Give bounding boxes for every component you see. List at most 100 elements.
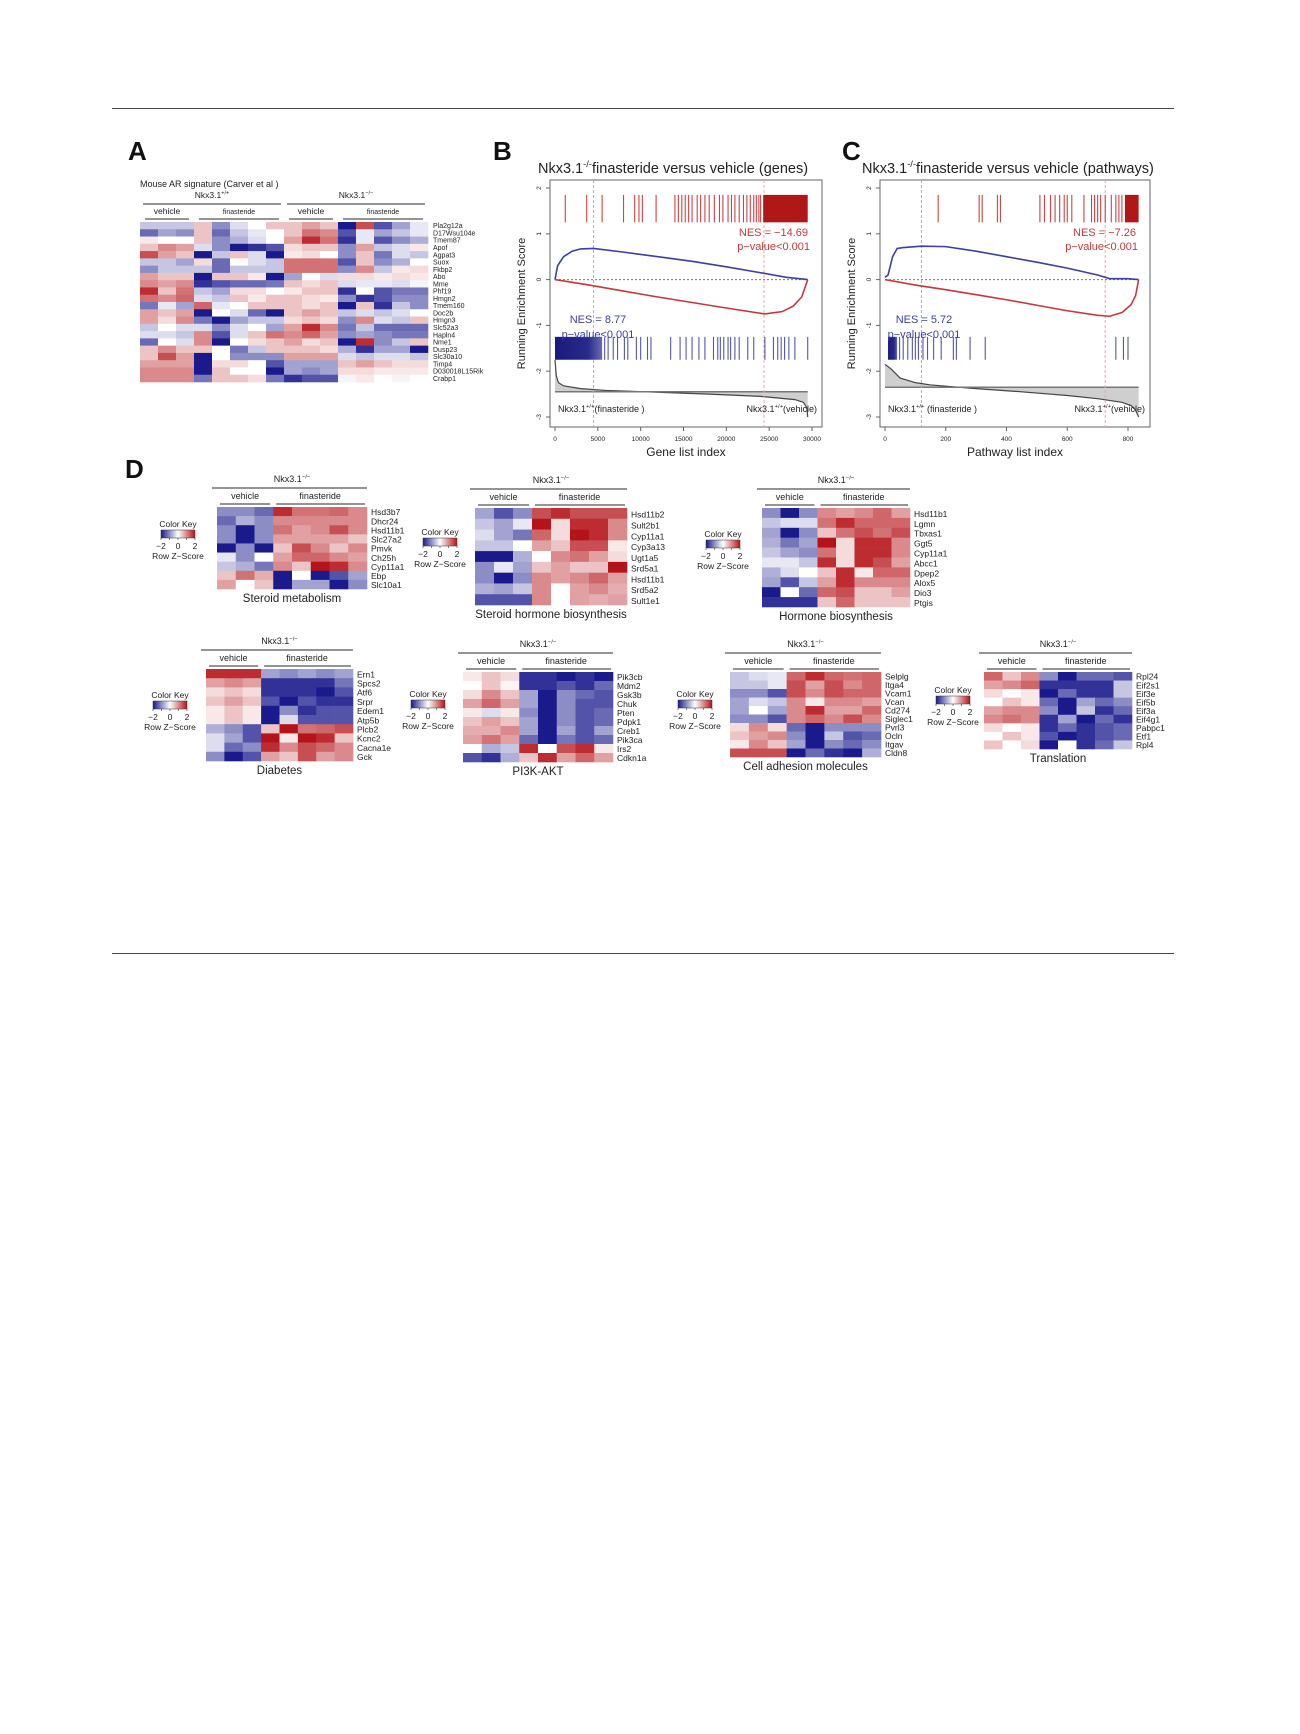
heatmap-cell (1076, 714, 1096, 724)
heatmap-cell (158, 272, 177, 281)
heatmap-cell (463, 735, 483, 745)
heatmap-cell (356, 251, 375, 259)
finasteride-label: finasteride (299, 491, 341, 501)
heatmap-cell (224, 733, 244, 743)
heatmap-cell (302, 280, 321, 288)
heatmap-title: Steroid hormone biosynthesis (475, 609, 627, 621)
heatmap-cell (194, 338, 213, 346)
heatmap-cell (556, 735, 576, 745)
treatment-label: finasteride (367, 209, 399, 216)
pvalue-red-label: p−value<0.001 (1065, 241, 1138, 253)
gene-label: Vcan (885, 697, 905, 707)
heatmap-cell (854, 508, 874, 519)
heatmap-cell (230, 360, 249, 368)
heatmap-cell (374, 280, 393, 288)
gene-label: Eif2s1 (1136, 680, 1160, 690)
heatmap-cell (786, 723, 806, 732)
heatmap-cell (254, 570, 274, 581)
heatmap-cell (762, 547, 781, 558)
heatmap-cell (513, 594, 533, 606)
gene-label: Ptgis (914, 598, 933, 608)
heatmap-cell (176, 302, 195, 310)
heatmap-cell (481, 717, 501, 727)
heatmap-cell (589, 551, 609, 563)
nes-red-label: NES = −7.26 (1073, 227, 1136, 239)
color-key-tick-label: 2 (738, 551, 743, 561)
heatmap-cell (266, 367, 285, 376)
gene-label: Itga4 (885, 680, 904, 690)
heatmap-cell (786, 714, 806, 724)
heatmap-cell (494, 529, 514, 541)
heatmap-cell (836, 547, 855, 558)
heatmap-cell (302, 323, 321, 332)
heatmap-cell (862, 731, 882, 741)
heatmap-cell (279, 678, 299, 688)
heatmap-cell (158, 258, 177, 266)
heatmap-cell (302, 360, 321, 368)
heatmap-cell (176, 374, 195, 383)
heatmap-cell (348, 507, 368, 517)
heatmap-cell (242, 751, 262, 762)
heatmap-cell (410, 287, 429, 296)
heatmap-cell (594, 708, 614, 718)
heatmap-cell (410, 309, 429, 317)
heatmap-cell (780, 577, 800, 588)
heatmap-cell (230, 272, 249, 281)
gene-label: Suox (433, 260, 449, 267)
heatmap-cell (854, 547, 874, 558)
gene-label: Pik3cb (617, 672, 643, 682)
heatmap-cell (1076, 706, 1096, 716)
heatmap-cell (862, 680, 882, 690)
heatmap-cell (176, 352, 195, 361)
heatmap-cell (320, 323, 339, 332)
heatmap-cell (1095, 672, 1114, 681)
heatmap-cell (538, 708, 558, 718)
heatmap-cell (284, 360, 303, 368)
heatmap-cell (338, 272, 357, 281)
heatmap-cell (235, 507, 255, 517)
heatmap-cell (1113, 706, 1133, 716)
color-key-tick-label: 0 (168, 712, 173, 722)
heatmap-cell (158, 280, 177, 288)
heatmap-cell (356, 280, 375, 288)
gene-label: Cyp11a1 (371, 562, 405, 572)
heatmap-cell (824, 672, 844, 681)
heatmap-cell (158, 236, 177, 245)
heatmap-cell (374, 294, 393, 303)
heatmap-cell (284, 243, 303, 252)
heatmap-cell (248, 316, 267, 325)
heatmap-cell (194, 331, 213, 339)
heatmap-cell (338, 338, 357, 346)
heatmap-cell (1039, 689, 1059, 698)
heatmap-cell (513, 572, 533, 584)
heatmap-cell (862, 748, 882, 758)
color-key-tick-label: 2 (968, 707, 973, 717)
heatmap-cell (748, 689, 769, 698)
heatmap-cell (873, 587, 892, 598)
gene-name: Nkx3.1 (747, 404, 775, 414)
genotype-superscript: +/+ (775, 404, 784, 410)
heatmap-cell (279, 696, 299, 707)
genotype-superscript: −/− (365, 191, 373, 197)
red-hit-dense-block (1124, 194, 1139, 223)
heatmap-cell (284, 229, 303, 237)
heatmap-cell (513, 561, 533, 573)
panel-label-c: C (842, 136, 861, 166)
heatmap-cell (194, 272, 213, 281)
pvalue-blue-label: p−value<0.001 (562, 329, 635, 341)
heatmap-cell (279, 733, 299, 743)
heatmap-cell (212, 243, 231, 252)
heatmap-cell (762, 557, 781, 568)
heatmap-cell (575, 672, 595, 682)
heatmap-cell (1095, 680, 1114, 690)
heatmap-cell (194, 258, 213, 266)
y-tick-label: -1 (536, 322, 543, 328)
gene-label: Itgav (885, 740, 904, 750)
heatmap-cell (292, 507, 312, 517)
plot-frame (879, 179, 1151, 428)
heatmap-cell (786, 706, 806, 715)
finasteride-label: finasteride (813, 656, 855, 666)
heatmap-cell (854, 537, 874, 548)
blue-running-score-curve (554, 247, 808, 281)
